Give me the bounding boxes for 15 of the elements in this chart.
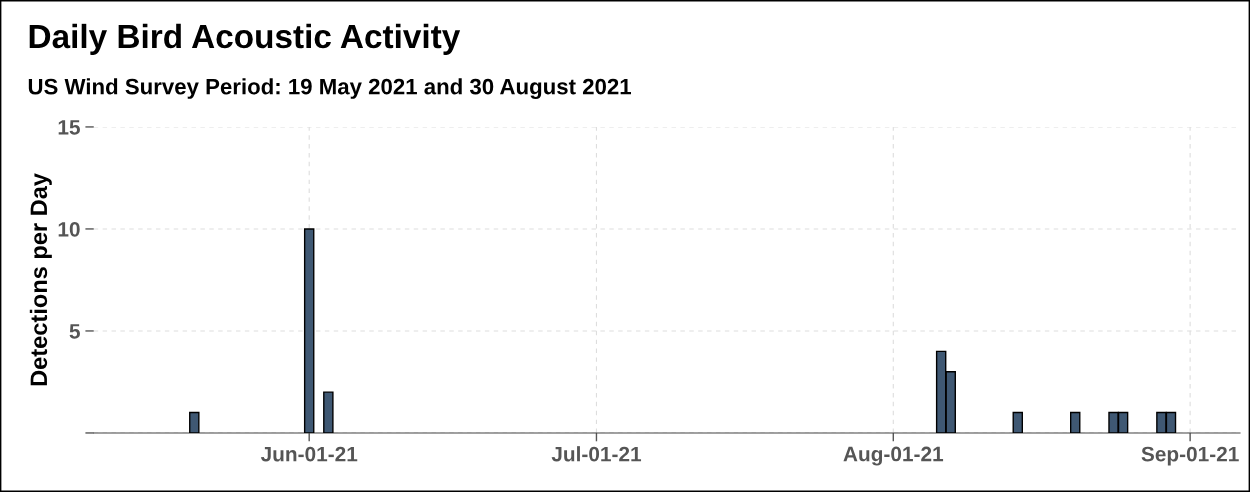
y-axis-title: Detections per Day [29,173,52,386]
bar [1069,411,1081,433]
x-tick-label: Aug-01-21 [843,446,944,466]
bar [323,391,334,433]
x-tick-label: Jun-01-21 [260,446,358,462]
bar [1012,411,1024,433]
chart-subtitle: US Wind Survey Period: 19 May 2021 and 30 August 2021 [28,78,632,99]
y-tick-label: 5 [69,324,80,339]
bar [189,411,200,433]
bar [303,228,315,433]
chart-title: Daily Bird Acoustic Activity [29,23,461,55]
y-tick-label: 15 [58,120,80,135]
y-tick-label: 10 [58,221,80,237]
x-tick-label: Sep-01-21 [1141,446,1239,466]
x-tick-label: Jul-01-21 [551,446,642,462]
